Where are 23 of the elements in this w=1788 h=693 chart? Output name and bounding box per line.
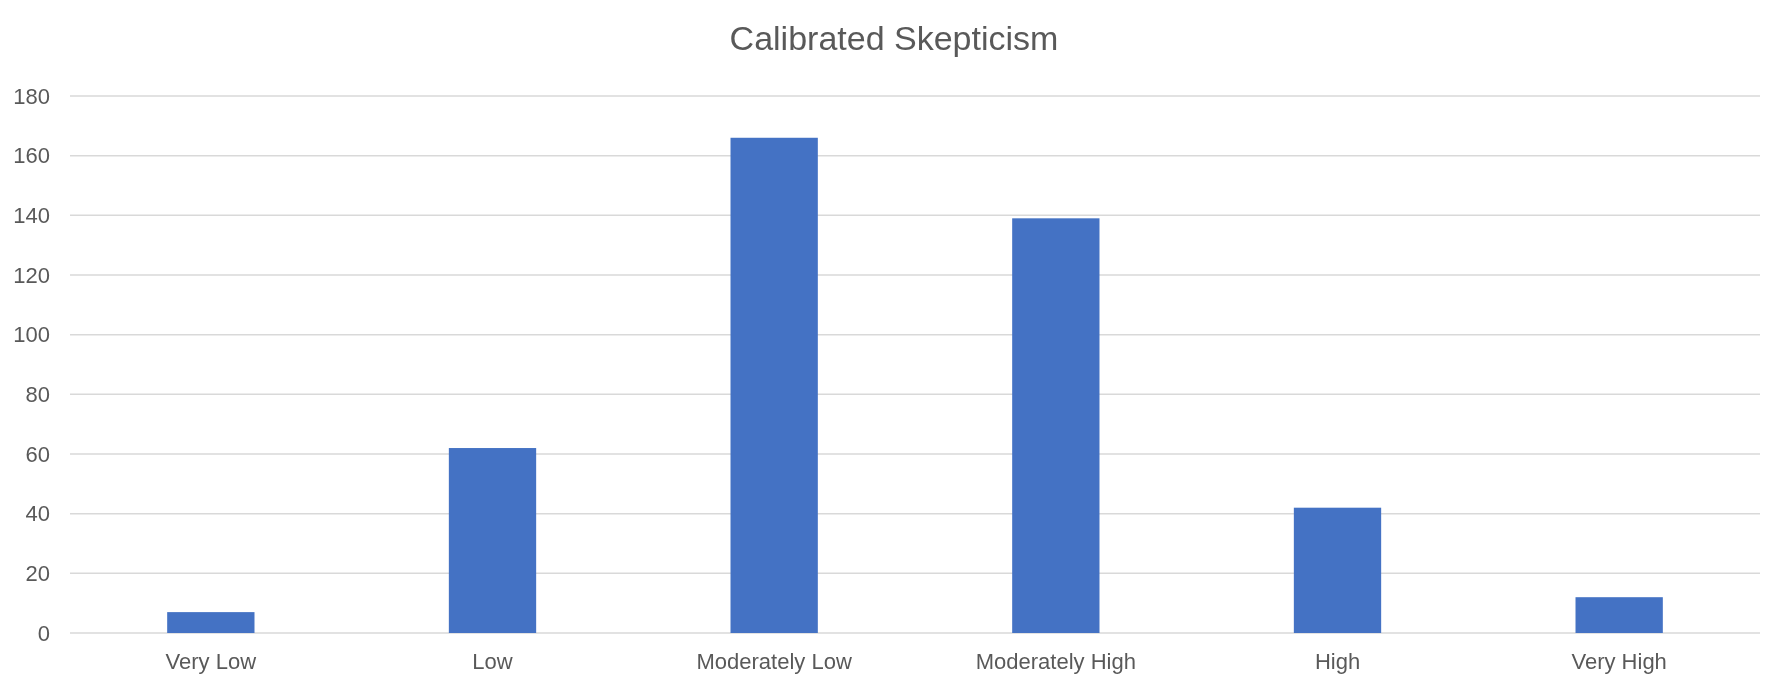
y-tick-label: 140 <box>13 203 50 229</box>
y-tick-label: 40 <box>25 501 50 527</box>
y-tick-label: 0 <box>37 620 50 646</box>
y-tick-label: 60 <box>25 441 50 467</box>
bar <box>730 137 818 633</box>
y-tick-label: 100 <box>13 322 50 348</box>
bar <box>1012 218 1100 633</box>
chart-title: Calibrated Skepticism <box>729 19 1059 57</box>
x-tick-label: Moderately High <box>975 649 1136 674</box>
bar <box>1575 597 1663 633</box>
y-tick-label: 20 <box>25 561 50 587</box>
y-tick-label: 160 <box>13 143 50 169</box>
x-tick-label: High <box>1314 649 1361 674</box>
bar <box>1293 507 1382 633</box>
y-tick-label: 180 <box>13 83 50 109</box>
y-tick-label: 120 <box>13 262 50 288</box>
x-tick-label: Very Low <box>165 649 257 674</box>
x-tick-label: Moderately Low <box>696 649 852 674</box>
x-tick-label: Low <box>472 649 513 674</box>
x-tick-label: Very High <box>1571 649 1667 674</box>
bar <box>167 612 255 633</box>
y-tick-label: 80 <box>25 382 50 408</box>
bar <box>448 448 537 633</box>
